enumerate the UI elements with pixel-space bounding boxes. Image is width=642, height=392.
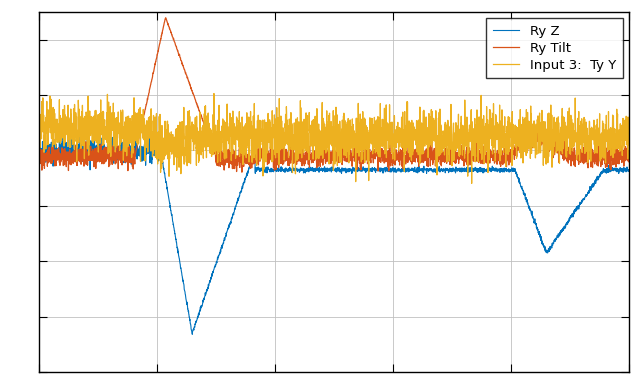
Input 3:  Ty Y: (2.62e+03, 0.599): Ty Y: (2.62e+03, 0.599): [550, 115, 558, 120]
Ry Tilt: [261, 153, 269, 158]
Ry Tilt: [550, 144, 558, 149]
Ry Z: [261, 168, 269, 173]
Input 3:  Ty Y: (342, 0.368): Ty Y: (342, 0.368): [102, 128, 110, 132]
Ry Tilt: [162, 15, 169, 20]
Ry Z: [35, 145, 42, 150]
Ry Tilt: [102, 159, 110, 163]
Ry Tilt: [287, 148, 295, 153]
Ry Z: [189, 332, 196, 337]
Input 3:  Ty Y: (520, 0.323): Ty Y: (520, 0.323): [137, 130, 144, 135]
Ry Z: [550, 238, 558, 243]
Input 3:  Ty Y: (2.2e+03, -0.594): Ty Y: (2.2e+03, -0.594): [468, 181, 476, 186]
Input 3:  Ty Y: (2.94e+03, 0.218): Ty Y: (2.94e+03, 0.218): [614, 136, 621, 141]
Ry Tilt: [614, 154, 621, 158]
Line: Ry Z: Ry Z: [39, 127, 629, 334]
Ry Tilt: [137, 127, 144, 131]
Ry Z: [614, 167, 621, 171]
Line: Ry Tilt: Ry Tilt: [39, 18, 629, 172]
Legend: Ry Z, Ry Tilt, Input 3:  Ty Y: Ry Z, Ry Tilt, Input 3: Ty Y: [486, 18, 623, 78]
Ry Z: [137, 145, 145, 150]
Ry Z: [287, 167, 295, 171]
Input 3:  Ty Y: (3e+03, 0.426): Ty Y: (3e+03, 0.426): [625, 125, 633, 129]
Ry Z: [625, 168, 633, 172]
Ry Tilt: [625, 159, 633, 164]
Line: Input 3:  Ty Y: Input 3: Ty Y: [39, 94, 629, 183]
Input 3:  Ty Y: (891, 1.03): Ty Y: (891, 1.03): [210, 91, 218, 96]
Input 3:  Ty Y: (1.28e+03, 0.551): Ty Y: (1.28e+03, 0.551): [287, 118, 295, 122]
Ry Tilt: [238, 170, 246, 174]
Ry Z: [76, 125, 83, 130]
Ry Tilt: [35, 163, 42, 168]
Input 3:  Ty Y: (1.15e+03, 0.413): Ty Y: (1.15e+03, 0.413): [261, 125, 269, 130]
Input 3:  Ty Y: (0, 0.155): Ty Y: (0, 0.155): [35, 140, 42, 144]
Ry Z: [102, 151, 110, 156]
